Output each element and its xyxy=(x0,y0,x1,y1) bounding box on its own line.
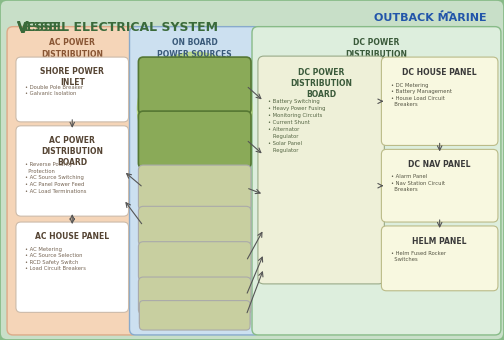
Text: HELM PANEL: HELM PANEL xyxy=(412,237,467,246)
FancyBboxPatch shape xyxy=(16,57,129,122)
FancyBboxPatch shape xyxy=(139,242,251,281)
Text: • AC Metering
• AC Source Selection
• RCD Safety Switch
• Load Circuit Breakers: • AC Metering • AC Source Selection • RC… xyxy=(25,246,86,271)
FancyBboxPatch shape xyxy=(140,309,250,327)
Text: • Double Pole Breaker
• Galvanic Isolation: • Double Pole Breaker • Galvanic Isolati… xyxy=(25,85,83,96)
FancyBboxPatch shape xyxy=(139,206,251,245)
Text: INVERTER
CHARGER: INVERTER CHARGER xyxy=(176,177,214,198)
Text: OUTBACK MARINE: OUTBACK MARINE xyxy=(374,13,487,23)
Circle shape xyxy=(138,52,252,166)
Text: VESSEL ELECTRICAL SYSTEM: VESSEL ELECTRICAL SYSTEM xyxy=(17,21,218,34)
FancyBboxPatch shape xyxy=(139,165,251,210)
FancyBboxPatch shape xyxy=(139,111,251,168)
Text: ESSEL: ESSEL xyxy=(24,21,68,34)
Text: STBD ENGINE: STBD ENGINE xyxy=(169,291,221,300)
Text: DC NAV PANEL: DC NAV PANEL xyxy=(408,160,471,169)
Text: V: V xyxy=(17,21,29,36)
FancyBboxPatch shape xyxy=(140,301,250,330)
Text: SOLAR PANELS: SOLAR PANELS xyxy=(171,316,218,321)
FancyBboxPatch shape xyxy=(7,27,138,335)
FancyBboxPatch shape xyxy=(16,222,129,312)
Text: • Battery Switching
• Heavy Power Fusing
• Monitoring Circuits
• Current Shunt
•: • Battery Switching • Heavy Power Fusing… xyxy=(268,99,325,153)
FancyBboxPatch shape xyxy=(382,226,498,291)
Text: AC POWER
DISTRIBUTION: AC POWER DISTRIBUTION xyxy=(41,38,103,59)
Text: RESERVE/START
BATTERY: RESERVE/START BATTERY xyxy=(157,124,232,144)
FancyBboxPatch shape xyxy=(139,277,251,314)
Text: • Reverse Polarity
  Protection
• AC Source Switching
• AC Panel Power Feed
• AC: • Reverse Polarity Protection • AC Sourc… xyxy=(25,162,86,193)
Text: DC HOUSE PANEL: DC HOUSE PANEL xyxy=(402,68,477,77)
Text: • DC Metering
• Battery Management
• House Load Circuit
  Breakers: • DC Metering • Battery Management • Hou… xyxy=(391,83,452,107)
FancyBboxPatch shape xyxy=(258,56,385,284)
Text: DC POWER
DISTRIBUTION: DC POWER DISTRIBUTION xyxy=(345,38,407,59)
Text: SHORE POWER
INLET: SHORE POWER INLET xyxy=(40,67,104,87)
Text: GENSET: GENSET xyxy=(179,221,210,231)
FancyBboxPatch shape xyxy=(382,57,498,146)
Text: SOLAR PANELS: SOLAR PANELS xyxy=(169,312,221,318)
Text: MAIN/HOUSE
BATTERY: MAIN/HOUSE BATTERY xyxy=(165,70,225,90)
Text: AC POWER
DISTRIBUTION
BOARD: AC POWER DISTRIBUTION BOARD xyxy=(41,136,103,167)
Text: AC HOUSE PANEL: AC HOUSE PANEL xyxy=(35,232,109,241)
FancyBboxPatch shape xyxy=(130,27,260,335)
Text: • Alarm Panel
• Nav Station Circuit
  Breakers: • Alarm Panel • Nav Station Circuit Brea… xyxy=(391,174,446,192)
FancyBboxPatch shape xyxy=(252,27,501,335)
Text: DC POWER
DISTRIBUTION
BOARD: DC POWER DISTRIBUTION BOARD xyxy=(290,68,352,99)
Text: ON BOARD
POWER SOURCES: ON BOARD POWER SOURCES xyxy=(157,38,232,59)
FancyBboxPatch shape xyxy=(382,149,498,222)
FancyBboxPatch shape xyxy=(16,126,129,216)
Text: PORT ENGINE: PORT ENGINE xyxy=(169,257,220,266)
Text: • Helm Fused Rocker
  Switches: • Helm Fused Rocker Switches xyxy=(391,251,447,262)
FancyBboxPatch shape xyxy=(139,57,251,114)
